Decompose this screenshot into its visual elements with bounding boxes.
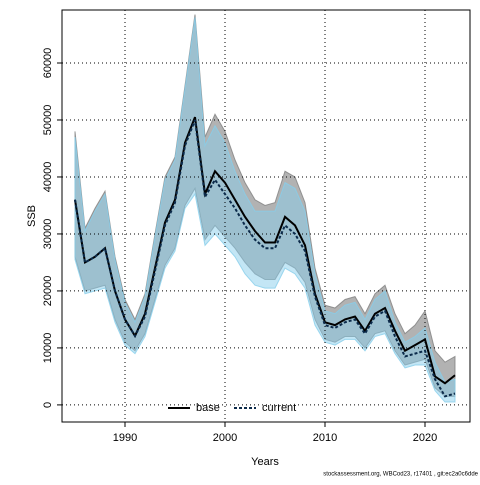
x-tick-label: 2000 (213, 432, 237, 444)
x-tick-label: 2010 (313, 432, 337, 444)
y-axis-label: SSB (26, 205, 38, 227)
legend-label: base (196, 402, 220, 414)
y-tick-label: 50000 (42, 105, 54, 136)
legend-label: current (262, 402, 296, 414)
x-tick-label: 1990 (113, 432, 137, 444)
y-tick-label: 60000 (42, 48, 54, 79)
y-tick-label: 0 (42, 402, 54, 408)
confidence-band (74, 17, 456, 403)
footnote: stockassessment.org, WBCod23, r17401 , g… (323, 472, 478, 478)
y-tick-label: 10000 (42, 333, 54, 364)
x-axis-label: Years (251, 456, 279, 468)
y-tick-label: 20000 (42, 276, 54, 307)
y-tick-label: 40000 (42, 162, 54, 193)
x-tick-label: 2020 (413, 432, 437, 444)
series-line (74, 116, 456, 385)
plot-frame (61, 9, 471, 423)
y-tick-label: 30000 (42, 219, 54, 250)
